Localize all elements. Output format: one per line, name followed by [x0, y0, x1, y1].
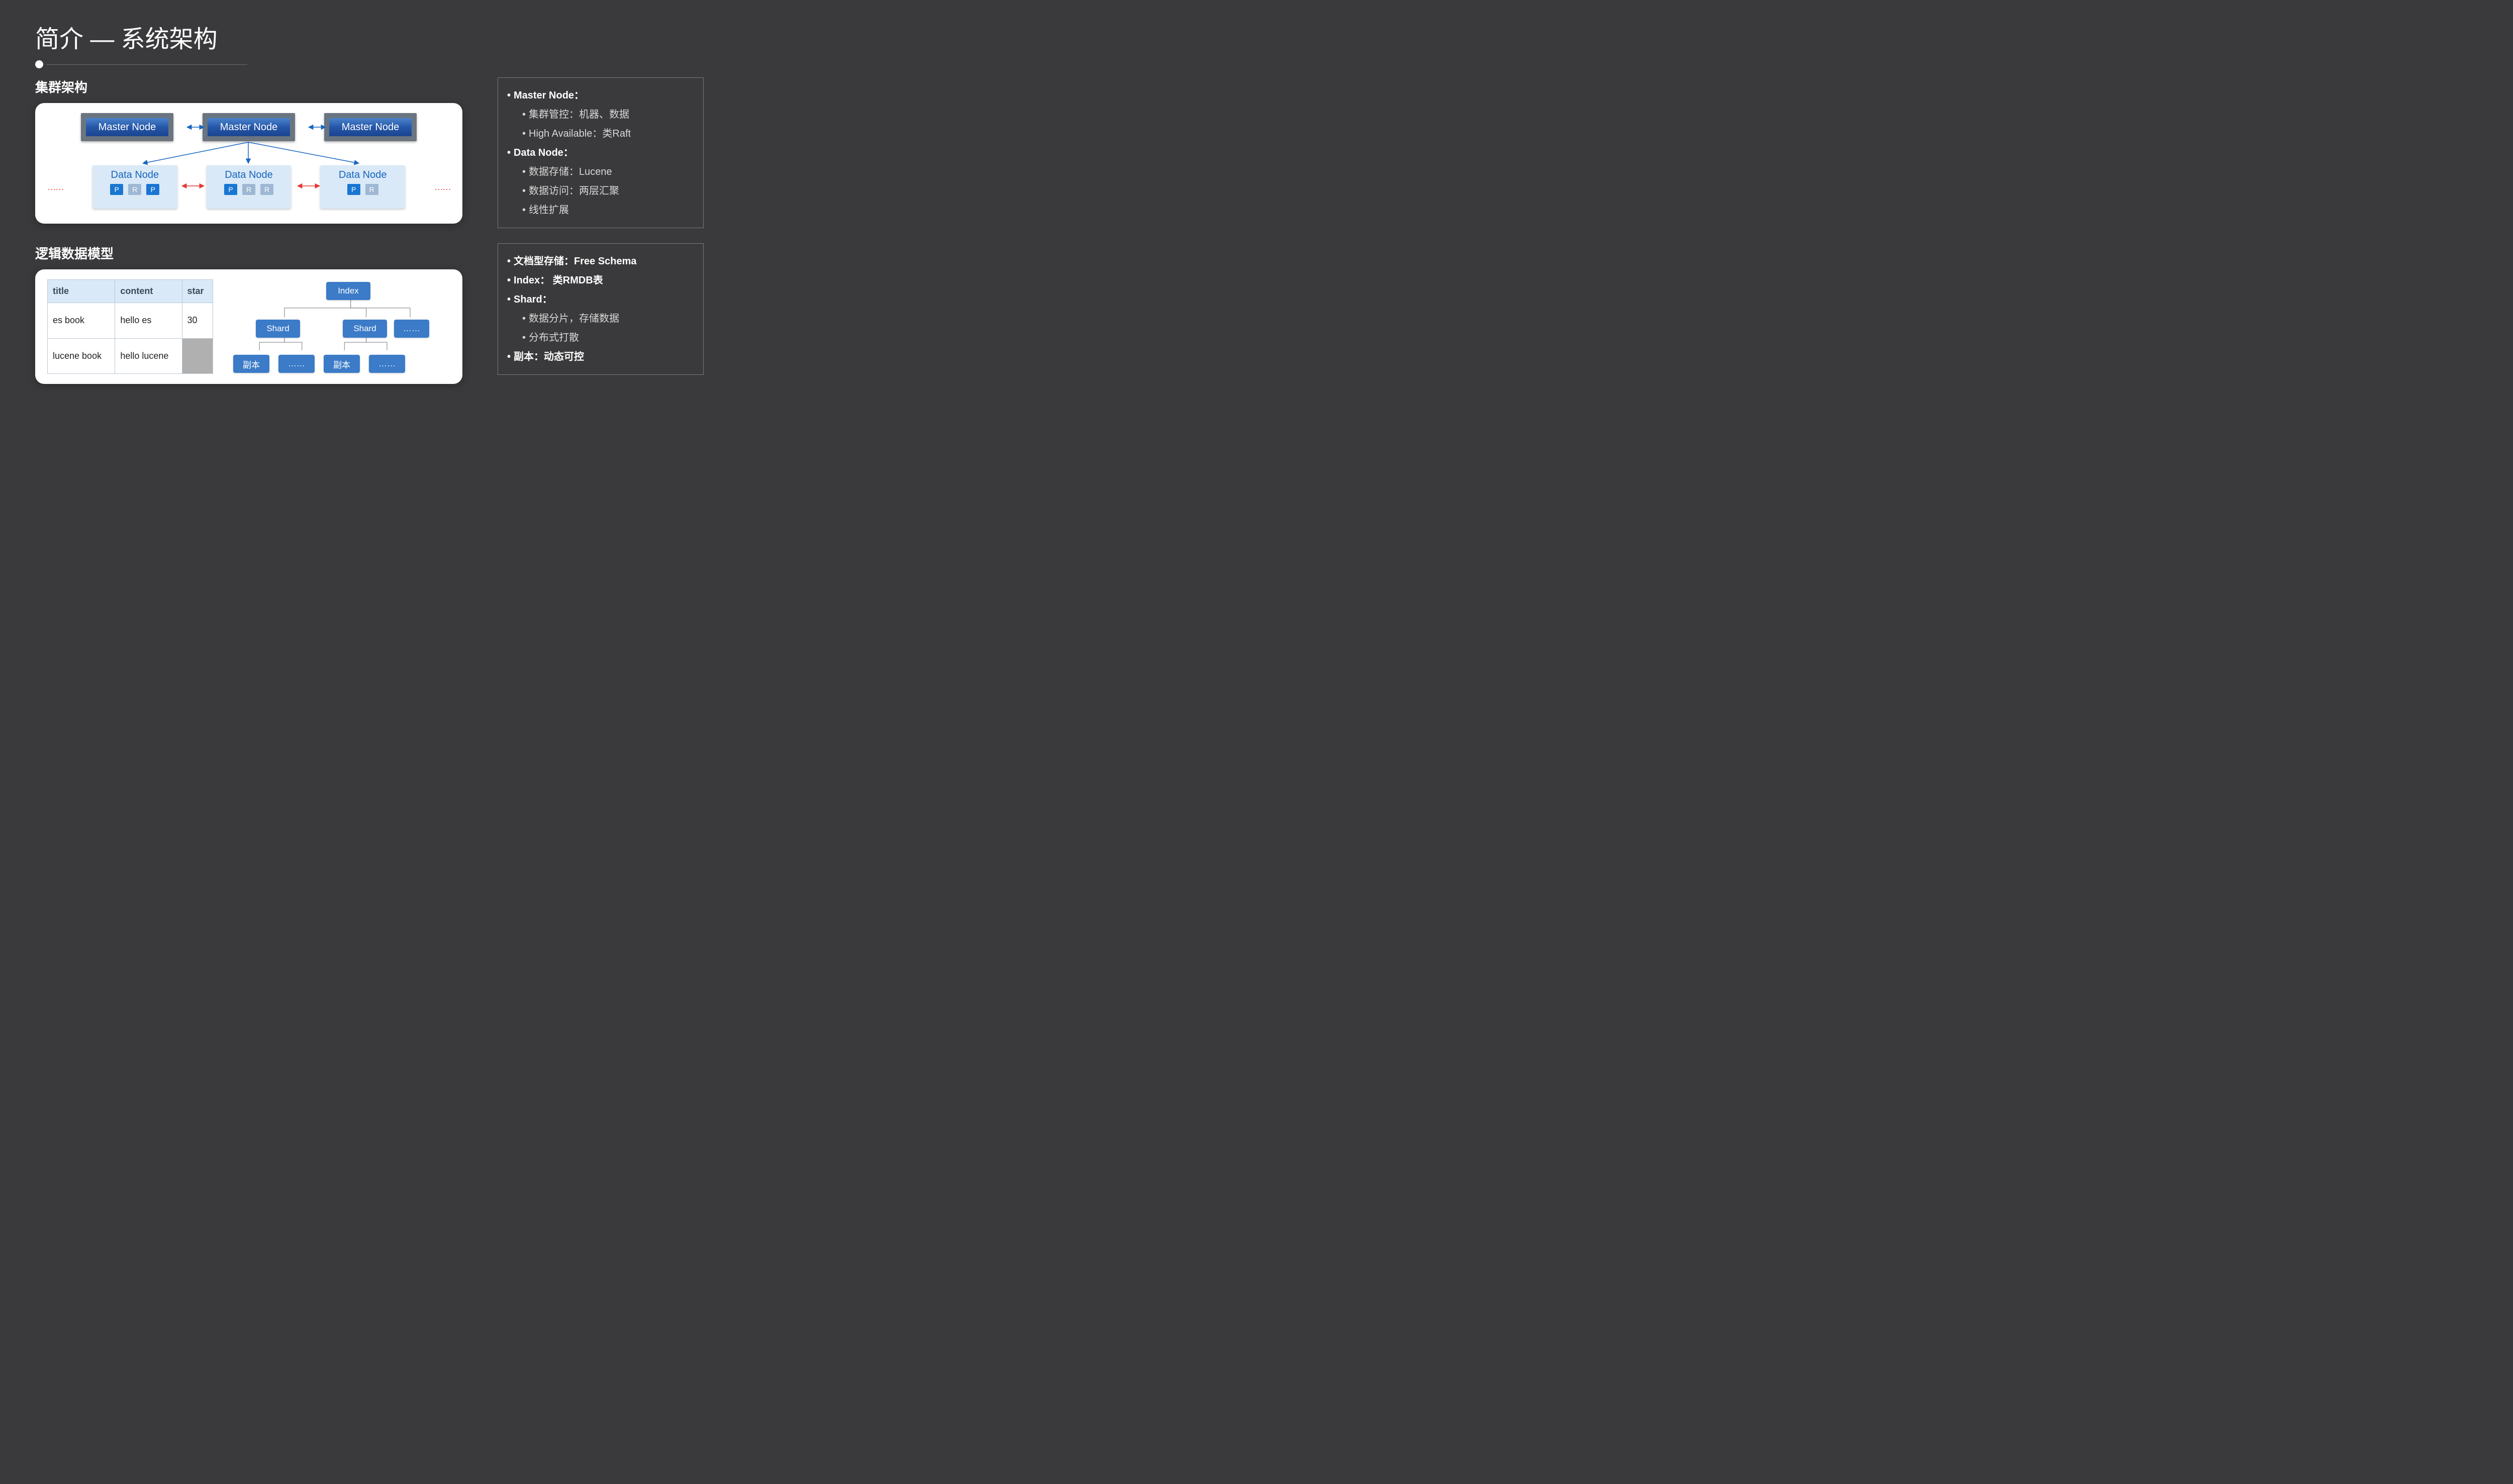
- slide: 简介 — 系统架构 集群架构 Master Node Master Node M…: [0, 0, 754, 405]
- sidebar-item: Master Node：: [507, 86, 694, 105]
- data-node-label: Data Node: [339, 169, 387, 181]
- section-title-logic: 逻辑数据模型: [35, 244, 462, 262]
- sidebar-item: High Available：类Raft: [507, 124, 694, 143]
- table-row: es bookhello es30: [48, 303, 213, 339]
- table-header: title: [48, 280, 115, 303]
- table-cell: 30: [182, 303, 213, 339]
- tree-node: Shard: [343, 320, 387, 338]
- replica-chip: R: [242, 184, 255, 195]
- master-node: Master Node: [203, 113, 295, 141]
- replica-chip: R: [128, 184, 141, 195]
- data-row: …… Data NodePRPData NodePRRData NodePR……: [47, 165, 450, 209]
- table-cell: hello es: [115, 303, 182, 339]
- replica-chip: R: [260, 184, 273, 195]
- logic-model-card: titlecontentstares bookhello es30lucene …: [35, 269, 462, 384]
- sidebar-item: Index： 类RMDB表: [507, 271, 694, 290]
- primary-chip: P: [224, 184, 237, 195]
- sidebar-item: Shard：: [507, 290, 694, 309]
- sidebar-item: 副本：动态可控: [507, 347, 694, 366]
- table-cell: [182, 338, 213, 374]
- data-node: Data NodePRR: [207, 165, 292, 209]
- tree-node: 副本: [324, 355, 360, 373]
- sidebar-item: 文档型存储：Free Schema: [507, 252, 694, 271]
- divider-dot-icon: [35, 60, 43, 68]
- left-column: 集群架构 Master Node Master Node Master Node…: [35, 77, 462, 390]
- ellipsis-icon: ……: [434, 182, 450, 192]
- tree-node: ……: [369, 355, 405, 373]
- right-column: Master Node：集群管控：机器、数据High Available：类Ra…: [498, 77, 704, 390]
- sidebar-item: Data Node：: [507, 143, 694, 162]
- tree-node: ……: [394, 320, 429, 338]
- tree-node: 副本: [233, 355, 269, 373]
- sidebar-item: 数据存储：Lucene: [507, 162, 694, 181]
- sidebar-item: 分布式打散: [507, 328, 694, 347]
- divider-line: [46, 64, 247, 65]
- sidebar-item: 集群管控：机器、数据: [507, 105, 694, 124]
- replica-chip: R: [365, 184, 378, 195]
- data-node: Data Node PR: [320, 165, 405, 209]
- table-cell: lucene book: [48, 338, 115, 374]
- tree-diagram: Index Shard Shard …… 副本 …… 副本 ……: [228, 279, 450, 374]
- tree-node: Shard: [256, 320, 300, 338]
- primary-chip: P: [146, 184, 159, 195]
- page-title: 简介 — 系统架构: [35, 19, 719, 54]
- cluster-diagram-card: Master Node Master Node Master Node …… D…: [35, 103, 462, 224]
- sidebar-item: 数据分片，存储数据: [507, 309, 694, 328]
- data-node-label: Data Node: [111, 169, 159, 181]
- primary-chip: P: [347, 184, 360, 195]
- sidebar-box-2: 文档型存储：Free SchemaIndex： 类RMDB表Shard：数据分片…: [498, 243, 704, 375]
- master-node: Master Node: [324, 113, 417, 141]
- sidebar-box-1: Master Node：集群管控：机器、数据High Available：类Ra…: [498, 77, 704, 228]
- table-header: content: [115, 280, 182, 303]
- content-row: 集群架构 Master Node Master Node Master Node…: [35, 77, 719, 390]
- logic-table: titlecontentstares bookhello es30lucene …: [47, 279, 213, 374]
- table-cell: es book: [48, 303, 115, 339]
- sidebar-item: 数据访问：两层汇聚: [507, 181, 694, 201]
- title-divider: [35, 60, 719, 68]
- data-node-label: Data Node: [225, 169, 273, 181]
- sidebar-item: 线性扩展: [507, 201, 694, 220]
- data-node: Data Node PRP: [92, 165, 177, 209]
- shard-chips: PR: [347, 184, 378, 195]
- table-row: lucene bookhello lucene: [48, 338, 213, 374]
- ellipsis-icon: ……: [47, 182, 63, 192]
- shard-chips: PRP: [110, 184, 159, 195]
- table-cell: hello lucene: [115, 338, 182, 374]
- tree-node: Index: [326, 282, 370, 300]
- section-title-cluster: 集群架构: [35, 77, 462, 96]
- master-node: Master Node: [81, 113, 173, 141]
- master-row: Master Node Master Node Master Node: [47, 113, 450, 141]
- tree-node: ……: [278, 355, 315, 373]
- primary-chip: P: [110, 184, 123, 195]
- shard-chips: PRR: [224, 184, 273, 195]
- table-header: star: [182, 280, 213, 303]
